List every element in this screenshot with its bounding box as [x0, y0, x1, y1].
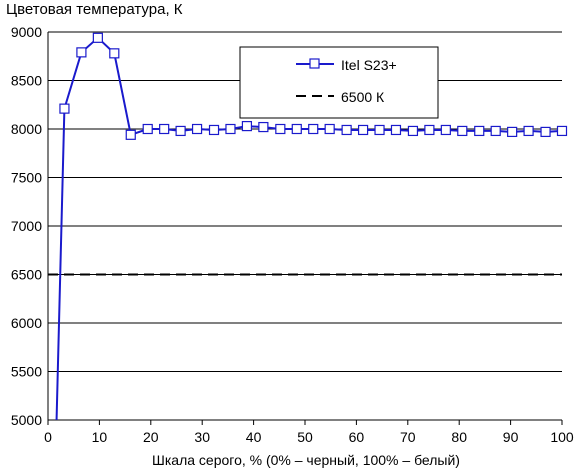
- y-tick-label: 7500: [11, 170, 42, 186]
- data-point: [308, 123, 319, 135]
- data-point: [324, 123, 335, 135]
- data-point: [474, 125, 485, 137]
- legend-box: [239, 46, 439, 119]
- y-tick-label: 9000: [11, 24, 42, 40]
- data-point: [109, 48, 120, 59]
- y-tick-label: 6500: [11, 267, 42, 283]
- data-point: [241, 120, 253, 132]
- data-point: [191, 123, 203, 135]
- legend-marker-itel: [309, 58, 320, 69]
- data-point: [175, 125, 186, 137]
- legend: Itel S23+ 6500 К: [239, 46, 439, 119]
- legend-label-itel: Itel S23+: [341, 57, 397, 73]
- data-point: [59, 103, 70, 114]
- data-point: [125, 129, 136, 140]
- x-tick-label: 80: [451, 429, 467, 445]
- data-point: [225, 123, 236, 135]
- chart-title: Цветовая температура, К: [6, 1, 183, 18]
- y-tick-label: 8000: [11, 121, 42, 137]
- data-point: [341, 124, 352, 136]
- x-tick-label: 40: [246, 429, 262, 445]
- axes: 5000 5500 6000 6500 7000 7500 8000 8500 9000 0 10 2…: [11, 24, 574, 445]
- x-axis-label: Шкала серого, % (0% – черный, 100% – бел…: [152, 452, 460, 468]
- x-tick-label: 50: [297, 429, 313, 445]
- data-point: [540, 126, 551, 138]
- y-tick-label: 5500: [11, 364, 42, 380]
- x-tick-label: 10: [92, 429, 108, 445]
- x-tick-label: 60: [349, 429, 365, 445]
- data-point: [424, 124, 435, 136]
- series-group: [48, 32, 568, 420]
- data-point: [275, 123, 286, 135]
- data-point: [390, 124, 402, 136]
- x-tick-label: 90: [503, 429, 519, 445]
- x-tick-label: 30: [194, 429, 210, 445]
- y-tick-label: 8500: [11, 73, 42, 89]
- y-tick-label: 5000: [11, 412, 42, 428]
- x-tick-label: 20: [143, 429, 159, 445]
- data-point: [523, 125, 534, 137]
- data-point: [291, 123, 302, 135]
- data-point: [556, 125, 568, 137]
- data-point: [457, 125, 468, 137]
- data-point: [159, 123, 170, 135]
- data-point: [76, 47, 87, 58]
- x-tick-label: 70: [400, 429, 416, 445]
- data-point: [142, 123, 153, 135]
- data-point: [357, 124, 369, 136]
- legend-label-6500k: 6500 К: [341, 89, 385, 105]
- data-point: [490, 125, 501, 137]
- data-point: [507, 126, 518, 138]
- y-tick-label: 6000: [11, 315, 42, 331]
- data-point: [92, 32, 103, 43]
- data-point: [440, 124, 451, 136]
- data-point: [407, 125, 419, 137]
- data-point: [374, 124, 385, 136]
- y-tick-label: 7000: [11, 218, 42, 234]
- x-tick-label: 0: [44, 429, 52, 445]
- data-point: [208, 124, 220, 136]
- x-tick-label: 100: [550, 429, 574, 445]
- data-point: [258, 121, 269, 133]
